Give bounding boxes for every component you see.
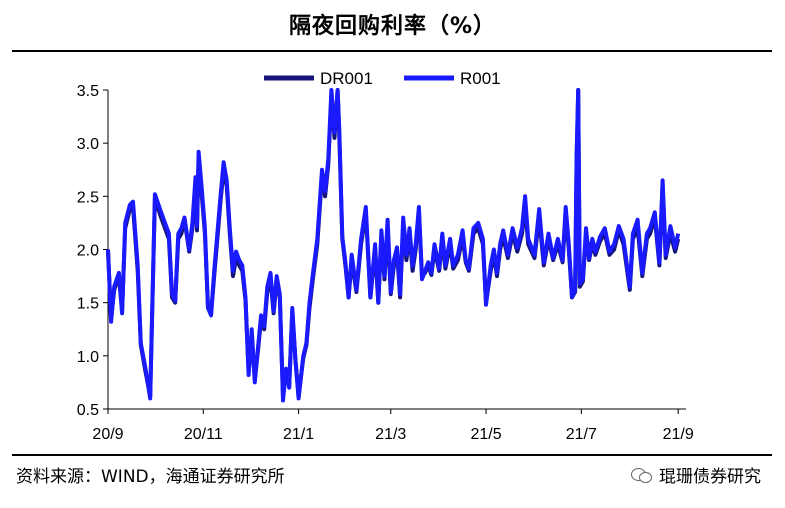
chart-title: 隔夜回购利率（%） (288, 14, 497, 39)
x-tick-label: 21/9 (663, 426, 694, 443)
x-tick-label: 21/1 (283, 426, 314, 443)
series-layer (106, 88, 681, 403)
y-tick-label: 3.0 (77, 136, 99, 153)
y-tick-label: 1.0 (77, 349, 99, 366)
y-tick-label: 2.0 (77, 243, 99, 260)
top-rule (12, 50, 772, 52)
legend: DR001 R001 (264, 69, 501, 88)
brand-watermark: 琨珊债券研究 (631, 462, 761, 487)
y-tick-label: 1.5 (77, 296, 99, 313)
source-note: 资料来源：WIND，海通证券研究所 (16, 467, 285, 487)
x-tick-label: 21/3 (375, 426, 406, 443)
x-tick-label: 21/5 (470, 426, 501, 443)
legend-label-r001: R001 (460, 69, 501, 88)
axes: 0.5 1.0 1.5 2.0 2.5 3.0 3.5 20/9 20/11 21/1 21/3 21… (77, 83, 694, 443)
legend-label-dr001: DR001 (320, 69, 373, 88)
bottom-rule (12, 454, 772, 456)
y-tick-label: 3.5 (77, 83, 99, 100)
y-tick-label: 0.5 (77, 402, 99, 419)
wechat-icon (631, 466, 653, 484)
x-tick-label: 20/9 (92, 426, 123, 443)
y-tick-label: 2.5 (77, 189, 99, 206)
x-tick-label: 21/7 (566, 426, 597, 443)
series-line-r001 (106, 88, 681, 403)
brand-label: 琨珊债券研究 (659, 467, 761, 487)
x-tick-label: 20/11 (184, 426, 223, 443)
